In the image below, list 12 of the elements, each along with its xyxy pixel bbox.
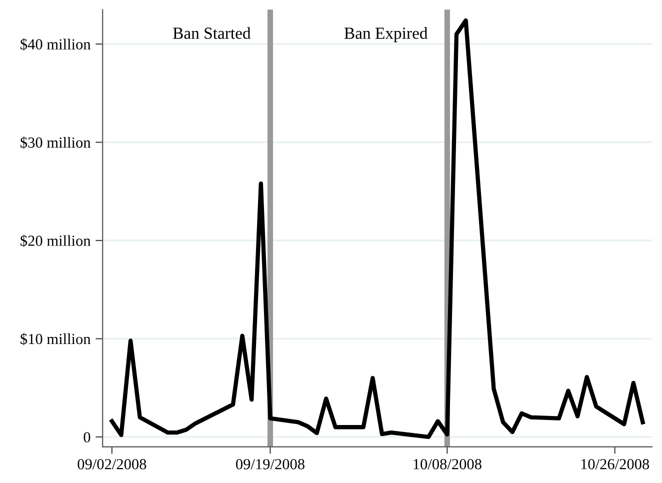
x-tick-label: 10/08/2008 — [414, 459, 482, 470]
y-tick-label: $10 million — [20, 332, 91, 346]
y-tick-label: $30 million — [20, 136, 91, 149]
x-tick-label: 09/19/2008 — [236, 459, 304, 470]
x-tick-label: 10/26/2008 — [581, 459, 650, 470]
line-series — [110, 18, 645, 440]
y-tick-label: $20 million — [20, 234, 91, 247]
y-tick-label: $40 million — [20, 38, 91, 51]
ref-line-label: Ban Expired — [344, 27, 428, 42]
y-tick-label: 0 — [84, 432, 90, 442]
ref-line-label: Ban Started — [173, 27, 251, 39]
x-tick-label: 09/02/2008 — [78, 459, 146, 470]
